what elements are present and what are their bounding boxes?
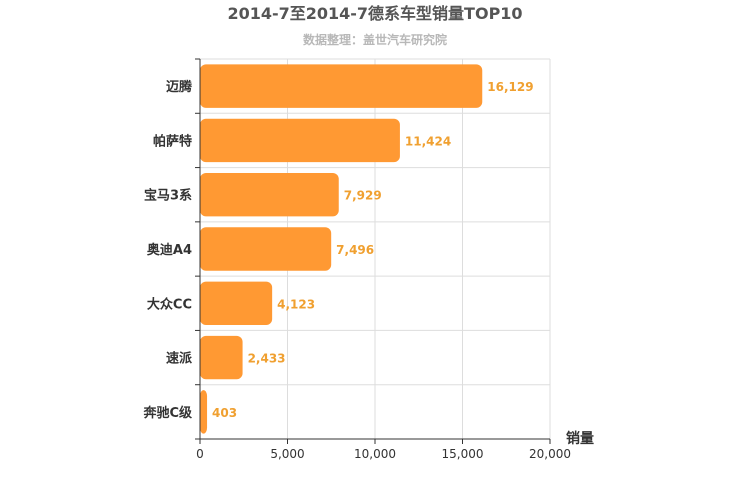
bar	[200, 390, 208, 434]
value-label: 11,424	[405, 134, 451, 148]
bar	[200, 227, 332, 271]
bar	[200, 281, 273, 325]
value-label: 403	[212, 406, 237, 420]
x-tick-label: 0	[196, 447, 204, 461]
value-label: 2,433	[248, 352, 286, 366]
category-label: 宝马3系	[144, 188, 192, 204]
chart-subtitle: 数据整理：盖世汽车研究院	[303, 32, 447, 47]
bar	[200, 64, 483, 108]
category-label: 迈腾	[166, 79, 193, 95]
x-tick-label: 5,000	[270, 447, 304, 461]
value-label: 7,929	[344, 189, 382, 203]
chart-title: 2014-7至2014-7德系车型销量TOP10	[227, 4, 522, 23]
category-label: 速派	[166, 351, 193, 367]
bar	[200, 173, 339, 217]
x-axis-title: 销量	[566, 430, 594, 447]
category-label: 奔驰C级	[142, 405, 193, 421]
value-label: 16,129	[487, 80, 533, 94]
x-tick-label: 10,000	[354, 447, 396, 461]
x-tick-label: 15,000	[442, 447, 484, 461]
category-label: 帕萨特	[153, 133, 192, 149]
bar	[200, 118, 400, 163]
value-label: 4,123	[277, 297, 315, 311]
value-label: 7,496	[336, 243, 374, 257]
category-label: 大众CC	[147, 296, 192, 312]
bar	[200, 335, 243, 380]
category-label: 奥迪A4	[147, 242, 192, 258]
x-tick-label: 20,000	[529, 447, 571, 461]
bars: 16,129 11,424 7,929 7,496 4,123 2,433 403	[200, 64, 534, 434]
